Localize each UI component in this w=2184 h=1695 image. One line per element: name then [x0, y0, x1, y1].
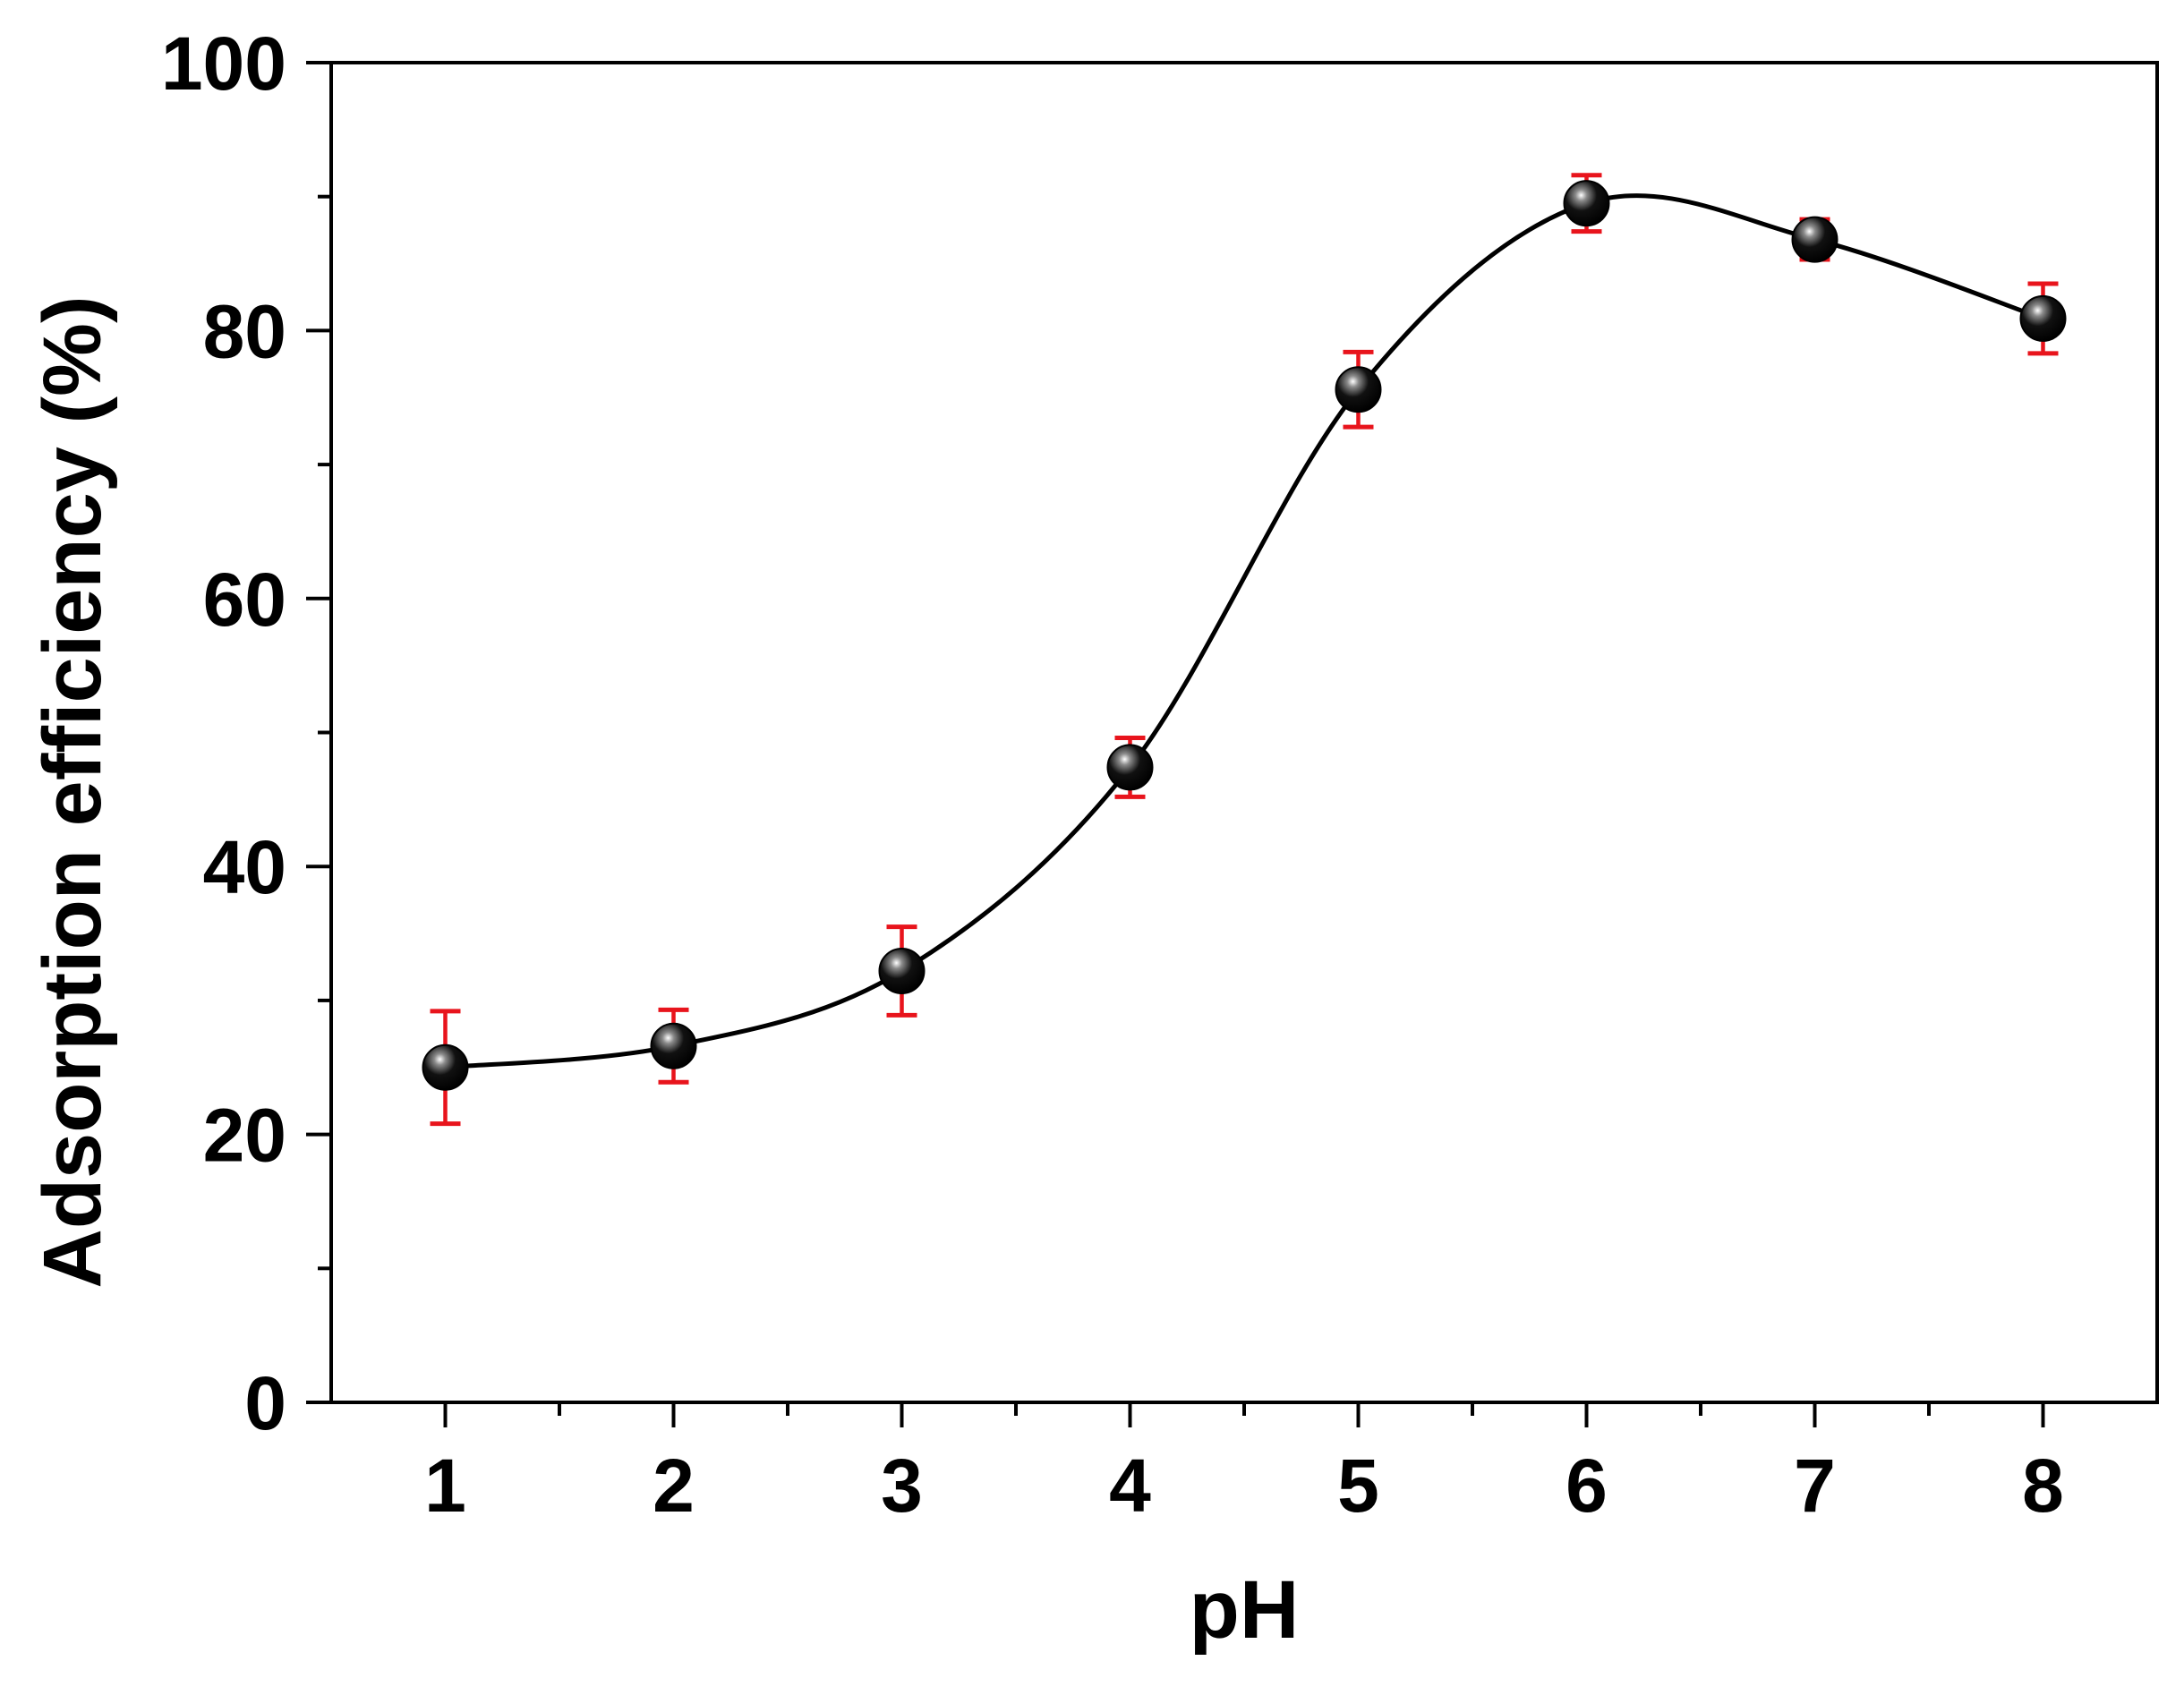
x-tick-label: 4	[1109, 1444, 1151, 1528]
x-axis-title: pH	[1190, 1564, 1300, 1656]
x-tick-label: 6	[1565, 1444, 1608, 1528]
x-axis: 1 2 3 4 5 6 7 8	[424, 1402, 2064, 1528]
x-tick-label: 3	[881, 1444, 923, 1528]
series-line	[445, 193, 2044, 1070]
x-tick-label: 8	[2022, 1444, 2064, 1528]
data-point	[1106, 744, 1154, 791]
data-point	[2019, 294, 2067, 342]
y-tick-label: 20	[203, 1094, 286, 1178]
data-point	[878, 947, 926, 994]
series-line-layer	[445, 193, 2044, 1070]
data-point	[422, 1043, 469, 1091]
data-point	[650, 1022, 697, 1069]
data-point	[1335, 366, 1382, 413]
data-point	[1563, 180, 1610, 227]
y-tick-label: 80	[203, 289, 286, 373]
x-tick-label: 1	[424, 1444, 466, 1528]
y-tick-label: 40	[203, 825, 286, 909]
error-bars	[430, 173, 2059, 1127]
y-tick-label: 100	[161, 21, 286, 106]
plot-border	[329, 61, 2159, 1404]
x-tick-label: 5	[1337, 1444, 1379, 1528]
y-axis-title: Adsorption efficiency (%)	[27, 295, 118, 1288]
x-tick-label: 2	[653, 1444, 695, 1528]
data-points	[422, 180, 2067, 1091]
x-tick-label: 7	[1794, 1444, 1836, 1528]
data-point	[1791, 216, 1838, 263]
y-axis: 0 20 40 60 80 100	[161, 21, 331, 1445]
y-tick-label: 60	[203, 558, 286, 642]
y-tick-label: 0	[244, 1361, 286, 1445]
plot-frame	[329, 61, 2159, 1404]
